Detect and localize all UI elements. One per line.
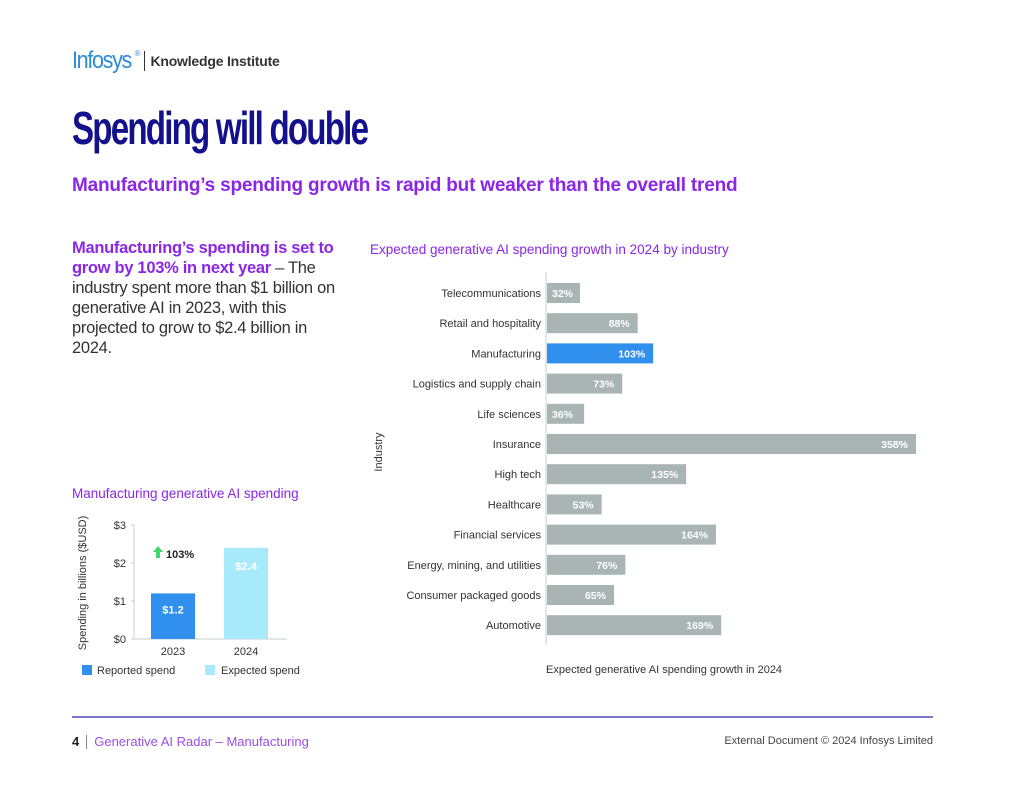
industry-growth-chart: Industry Telecommunications 32% Retail and…	[373, 272, 916, 676]
industry-bar	[547, 464, 687, 485]
manufacturing-chart-title: Manufacturing generative AI spending	[72, 486, 299, 501]
growth-annotation: 103%	[153, 546, 194, 561]
industry-category-label: Life sciences	[477, 409, 541, 421]
industry-category-label: Logistics and supply chain	[413, 379, 541, 391]
industry-value-label: 135%	[651, 469, 679, 481]
industry-bar	[547, 494, 602, 515]
industry-value-label: 76%	[596, 560, 618, 572]
legend-swatch-reported	[82, 665, 92, 675]
spend-legend: Reported spend Expected spend	[82, 665, 300, 677]
brand-name: Infosys	[72, 47, 132, 74]
industry-value-label: 169%	[686, 620, 714, 632]
intro-body: The industry spent more than $1 billion …	[72, 259, 335, 357]
growth-annotation-label: 103%	[166, 549, 194, 561]
legend-label-reported: Reported spend	[97, 665, 175, 677]
industry-category-label: Consumer packaged goods	[406, 590, 541, 602]
industry-bar	[547, 524, 717, 545]
spend-value-label: $2.4	[235, 561, 257, 573]
logo-divider	[144, 51, 146, 71]
industry-value-label: 73%	[593, 379, 615, 391]
industry-category-label: Financial services	[454, 530, 542, 542]
industry-bar	[547, 615, 722, 636]
intro-dash: –	[270, 259, 288, 277]
spend-y-axis-label: Spending in billions ($USD)	[77, 516, 89, 651]
industry-value-label: 88%	[609, 318, 631, 330]
spend-bar	[224, 547, 268, 639]
industry-category-label: Healthcare	[488, 499, 541, 511]
industry-category-label: Energy, mining, and utilities	[407, 560, 541, 572]
manufacturing-spend-chart: Spending in billions ($USD) $0 $1 $2 $3 $1.…	[77, 516, 300, 677]
industry-value-label: 164%	[681, 530, 709, 542]
industry-category-label: Insurance	[493, 439, 541, 451]
industry-category-label: Retail and hospitality	[439, 318, 541, 330]
industry-category-label: Manufacturing	[471, 348, 541, 360]
industry-value-label: 53%	[573, 499, 595, 511]
copyright-notice: External Document © 2024 Infosys Limited	[724, 735, 933, 747]
industry-chart-title: Expected generative AI spending growth i…	[370, 242, 729, 257]
document-title: Generative AI Radar – Manufacturing	[94, 734, 309, 749]
spend-y-tick-label: $0	[114, 634, 126, 646]
industry-y-axis-label: Industry	[373, 432, 385, 472]
industry-value-label: 65%	[585, 590, 607, 602]
industry-value-label: 103%	[618, 348, 646, 360]
legend-label-expected: Expected spend	[221, 665, 300, 677]
spend-y-tick-label: $3	[114, 520, 126, 532]
spend-value-label: $1.2	[162, 604, 183, 616]
industry-bar	[547, 585, 614, 605]
footer-separator	[86, 734, 88, 749]
spend-x-tick-label: 2024	[234, 646, 258, 658]
industry-category-label: Automotive	[486, 620, 541, 632]
page-subtitle: Manufacturing’s spending growth is rapid…	[72, 175, 738, 196]
industry-value-label: 358%	[881, 439, 909, 451]
industry-value-label: 36%	[552, 409, 574, 421]
page-title: Spending will double	[72, 102, 369, 154]
industry-bar	[547, 283, 580, 303]
up-arrow-icon	[153, 546, 163, 558]
page-number: 4	[72, 734, 80, 749]
industry-bar	[547, 373, 623, 394]
spend-bar	[151, 593, 195, 639]
infosys-logo: Infosys ® Knowledge Institute	[72, 47, 280, 75]
legend-swatch-expected	[205, 665, 215, 675]
industry-category-label: High tech	[495, 469, 541, 481]
spend-y-tick-label: $2	[114, 558, 126, 570]
intro-highlight: Manufacturing’s spending is set to grow …	[72, 239, 334, 277]
industry-category-label: Telecommunications	[441, 288, 541, 300]
industry-bar	[547, 434, 916, 454]
industry-bar	[547, 343, 654, 364]
sub-brand: Knowledge Institute	[150, 53, 280, 69]
industry-value-label: 32%	[552, 288, 574, 300]
intro-paragraph: Manufacturing’s spending is set to grow …	[72, 238, 347, 358]
spend-y-tick-label: $1	[114, 596, 126, 608]
industry-bar	[547, 403, 585, 424]
industry-x-axis-label: Expected generative AI spending growth i…	[546, 664, 782, 676]
footer-left: 4 Generative AI Radar – Manufacturing	[72, 734, 309, 749]
footer-divider	[72, 716, 933, 718]
industry-bar	[547, 554, 626, 575]
registered-mark: ®	[134, 48, 141, 58]
industry-bar	[547, 313, 638, 334]
spend-x-tick-label: 2023	[161, 646, 185, 658]
